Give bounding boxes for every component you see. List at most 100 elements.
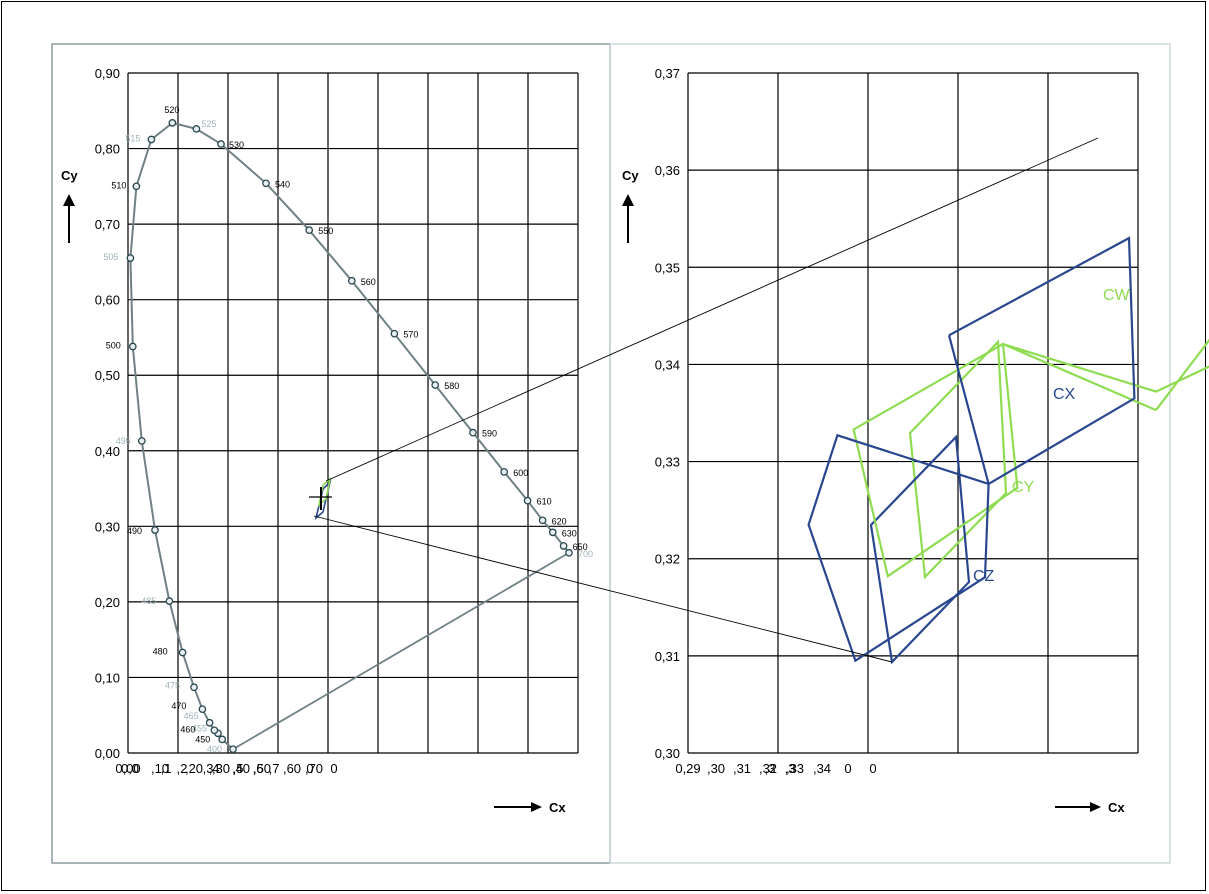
left-y-tick-label: 0,40	[95, 444, 120, 459]
wavelength-label: 610	[537, 497, 552, 507]
wavelength-label: 450	[195, 734, 210, 744]
purple-line	[232, 552, 570, 750]
wavelength-label: 465	[184, 711, 199, 721]
wavelength-label: 540	[275, 179, 290, 189]
left-x-tick-label-overlap: ,1	[161, 761, 172, 776]
left-y-tick-label: 0,80	[95, 142, 120, 157]
right-x-right-arrow	[1055, 802, 1101, 812]
left-y-tick-label: 0,50	[95, 368, 120, 383]
left-x-tick-label: ,20	[185, 761, 203, 776]
left-x-tick-label: ,40	[232, 761, 250, 776]
series-label-cw: CW	[1103, 287, 1131, 304]
left-y-up-arrow	[63, 194, 75, 243]
left-x-tick-label-overlap: ,7	[269, 761, 280, 776]
left-x-tick-label: ,30	[212, 761, 230, 776]
right-x-tick-label: 0,29	[675, 761, 700, 776]
right-x-tick-label: 0	[869, 761, 876, 776]
locus-point	[218, 735, 227, 744]
wavelength-label: 500	[106, 341, 121, 351]
locus-point	[559, 542, 568, 550]
left-x-tick-labels: 0,00,10,20,30,40,50,60,700,0,1,2,3,4,5,6…	[115, 761, 337, 776]
left-y-axis-label: Cy	[61, 168, 78, 183]
locus-point	[523, 496, 532, 505]
locus-point	[132, 182, 141, 191]
wavelength-label: 630	[562, 528, 577, 538]
wavelength-label: 515	[125, 133, 140, 143]
locus-point	[565, 548, 573, 557]
right-x-tick-label: ,30	[707, 761, 725, 776]
left-x-tick-label-overlap: ,2	[177, 761, 188, 776]
left-y-tick-label: 0,90	[95, 66, 120, 81]
zoom-connector-bottom	[313, 515, 893, 663]
right-y-up-arrow	[622, 194, 634, 243]
locus-point	[205, 718, 214, 727]
locus-point	[431, 381, 440, 389]
right-grid	[687, 72, 1139, 754]
left-x-tick-label-overlap: 0,0	[121, 761, 139, 776]
right-x-tick-label-overlap: ,3	[765, 761, 776, 776]
right-y-tick-label: 0,31	[655, 649, 680, 664]
wavelength-label: 475	[165, 680, 180, 690]
right-y-tick-label: 0,30	[655, 746, 680, 761]
left-x-tick-label-overlap: ,3	[203, 761, 214, 776]
locus-point	[151, 526, 159, 534]
locus-point	[469, 428, 477, 437]
left-x-tick-label: ,50	[253, 761, 271, 776]
locus-point	[126, 254, 135, 262]
locus-point	[190, 683, 198, 692]
locus-point	[229, 745, 237, 754]
locus-point	[178, 648, 187, 657]
left-y-tick-label: 0,30	[95, 519, 120, 534]
wavelength-label: 495	[116, 436, 131, 446]
wavelength-label: 455	[192, 723, 207, 733]
left-x-tick-label: 0,00	[115, 761, 140, 776]
wavelength-label: 570	[403, 330, 418, 340]
left-x-tick-label-overlap: ,4	[209, 761, 220, 776]
wavelength-label: 520	[164, 105, 179, 115]
wavelength-label: 560	[361, 277, 376, 287]
series-cx-outline	[807, 236, 1136, 663]
wavelength-label: 600	[513, 468, 528, 478]
locus-point	[548, 528, 557, 537]
locus-point	[347, 276, 356, 285]
right-y-axis-label: Cy	[622, 168, 639, 183]
locus-point	[168, 119, 177, 127]
left-y-tick-label: 0,00	[95, 746, 120, 761]
locus-point	[165, 597, 174, 605]
wavelength-label: 700	[578, 549, 593, 559]
zoom-connector-top	[325, 137, 1099, 482]
locus-point	[210, 726, 219, 735]
wavelength-label: 470	[171, 701, 186, 711]
left-grid	[127, 72, 579, 754]
wavelength-label: 580	[444, 381, 459, 391]
right-x-tick-labels: 0,29 ,30 ,31 ,32 ,33 ,34 0 0 ,3 ,3	[675, 761, 876, 776]
right-y-tick-label: 0,33	[655, 455, 680, 470]
left-y-tick-label: 0,70	[95, 217, 120, 232]
wavelength-label: 490	[127, 526, 142, 536]
locus-point	[390, 329, 399, 338]
left-x-tick-label-overlap: ,5	[233, 761, 244, 776]
locus-point	[128, 342, 137, 351]
wavelength-label: 530	[229, 140, 244, 150]
series-label-cz: CZ	[973, 568, 995, 585]
left-chart: 0,000,100,200,300,400,500,600,700,800,90…	[61, 66, 593, 815]
locus-point	[500, 468, 509, 476]
left-x-tick-label-overlap: 0	[330, 761, 337, 776]
right-y-tick-label: 0,32	[655, 552, 680, 567]
right-x-axis-label: Cx	[1108, 800, 1125, 815]
right-x-tick-label: ,34	[813, 761, 831, 776]
right-y-tick-label: 0,35	[655, 260, 680, 275]
locus-point	[538, 516, 547, 525]
wavelength-label: 460	[180, 724, 195, 734]
locus-point	[305, 226, 314, 235]
left-panel-frame	[51, 43, 611, 864]
series-label-cx: CX	[1053, 386, 1076, 403]
right-y-tick-label: 0,37	[655, 66, 680, 81]
left-x-tick-label: ,70	[305, 761, 323, 776]
locus-point	[217, 140, 225, 148]
right-y-tick-label: 0,36	[655, 163, 680, 178]
locus-point	[137, 437, 146, 445]
wavelength-label: 650	[573, 542, 588, 552]
right-x-tick-label: ,31	[733, 761, 751, 776]
wavelength-label: 590	[482, 429, 497, 439]
